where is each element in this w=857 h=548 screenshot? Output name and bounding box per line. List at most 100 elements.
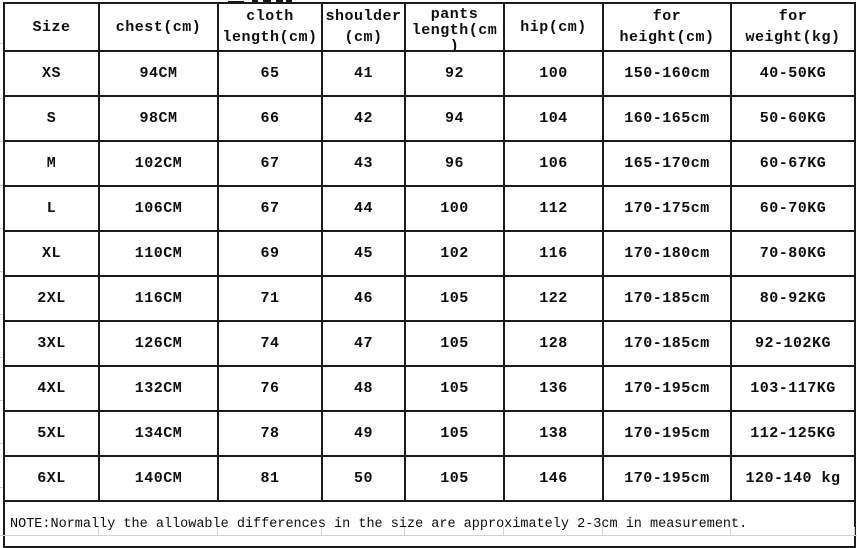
gridline [98, 527, 99, 536]
col-header-label: for [778, 8, 808, 25]
table-cell: 65 [217, 50, 323, 97]
table-cell: 4XL [3, 365, 100, 412]
table-cell: 116 [503, 230, 604, 277]
table-row: 3XL 126CM 74 47 105 128 170-185cm 92-102KG [3, 320, 856, 367]
table-cell: 126CM [98, 320, 219, 367]
table-cell: 100 [404, 185, 505, 232]
table-row: L 106CM 67 44 100 112 170-175cm 60-70KG [3, 185, 856, 232]
gridline [0, 98, 3, 99]
col-header-pants-length: pants length(cm ) [404, 2, 505, 52]
table-cell: 2XL [3, 275, 100, 322]
table-cell: 43 [321, 140, 406, 187]
table-cell: 105 [404, 365, 505, 412]
table-cell: 103-117KG [730, 365, 856, 412]
table-cell: 102 [404, 230, 505, 277]
table-cell: 106CM [98, 185, 219, 232]
gridline [0, 357, 3, 358]
table-cell: 132CM [98, 365, 219, 412]
table-cell: 150-160cm [602, 50, 732, 97]
gridline [602, 527, 603, 536]
col-header-label: pants [430, 6, 479, 23]
table-cell: 170-195cm [602, 455, 732, 502]
gridline [0, 487, 3, 488]
table-cell: 112-125KG [730, 410, 856, 457]
note-text: NOTE:Normally the allowable differences … [3, 500, 856, 548]
table-cell: 170-185cm [602, 320, 732, 367]
table-cell: 60-67KG [730, 140, 856, 187]
col-header-label: shoulder [325, 8, 402, 25]
header-row: Size chest(cm) cloth length(cm) shoulder… [3, 2, 856, 52]
table-cell: 92-102KG [730, 320, 856, 367]
table-cell: 80-92KG [730, 275, 856, 322]
table-cell: 170-185cm [602, 275, 732, 322]
gridline [321, 527, 322, 536]
gridline [503, 527, 504, 536]
gridline [0, 43, 3, 44]
gridline [0, 185, 3, 186]
col-header-label: cloth [246, 8, 294, 25]
gridline [0, 271, 3, 272]
table-cell: 98CM [98, 95, 219, 142]
col-header-cloth-length: cloth length(cm) [217, 2, 323, 52]
table-cell: 49 [321, 410, 406, 457]
table-cell: 102CM [98, 140, 219, 187]
table-cell: 160-165cm [602, 95, 732, 142]
table-cell: 50-60KG [730, 95, 856, 142]
col-header-label: weight(kg) [745, 29, 841, 46]
table-cell: 110CM [98, 230, 219, 277]
table-cell: M [3, 140, 100, 187]
col-header-label: (cm) [344, 29, 383, 46]
table-cell: 45 [321, 230, 406, 277]
col-header-for-height: for height(cm) [602, 2, 732, 52]
table-cell: 48 [321, 365, 406, 412]
col-header-label: hip(cm) [520, 18, 587, 36]
table-cell: 76 [217, 365, 323, 412]
table-cell: 78 [217, 410, 323, 457]
col-header-label: chest(cm) [115, 18, 202, 36]
col-header-shoulder: shoulder (cm) [321, 2, 406, 52]
table-cell: 128 [503, 320, 604, 367]
table-cell: 47 [321, 320, 406, 367]
table-cell: 170-195cm [602, 410, 732, 457]
col-header-size: Size [3, 2, 100, 52]
table-cell: 112 [503, 185, 604, 232]
table-cell: 74 [217, 320, 323, 367]
col-header-label: length(cm) [222, 29, 318, 46]
gridline [0, 443, 3, 444]
gridline [404, 527, 405, 536]
col-header-hip: hip(cm) [503, 2, 604, 52]
table-cell: 106 [503, 140, 604, 187]
table-cell: 96 [404, 140, 505, 187]
table-row: 6XL 140CM 81 50 105 146 170-195cm 120-140 kg [3, 455, 856, 502]
table-cell: XS [3, 50, 100, 97]
table-cell: 67 [217, 185, 323, 232]
table-cell: XL [3, 230, 100, 277]
size-table-body: XS 94CM 65 41 92 100 150-160cm 40-50KG S 98CM 66 42… [3, 50, 856, 502]
table-cell: 134CM [98, 410, 219, 457]
col-header-for-weight: for weight(kg) [730, 2, 856, 52]
table-cell: 44 [321, 185, 406, 232]
table-cell: 105 [404, 275, 505, 322]
table-cell: 170-195cm [602, 365, 732, 412]
table-cell: 92 [404, 50, 505, 97]
table-cell: 105 [404, 320, 505, 367]
table-cell: 6XL [3, 455, 100, 502]
table-row: 4XL 132CM 76 48 105 136 170-195cm 103-117KG [3, 365, 856, 412]
size-chart-table: Size chest(cm) cloth length(cm) shoulder… [3, 2, 856, 548]
table-row: 5XL 134CM 78 49 105 138 170-195cm 112-125KG [3, 410, 856, 457]
table-cell: 104 [503, 95, 604, 142]
table-cell: 3XL [3, 320, 100, 367]
gridline [0, 228, 3, 229]
table-row: 2XL 116CM 71 46 105 122 170-185cm 80-92KG [3, 275, 856, 322]
table-cell: 66 [217, 95, 323, 142]
table-cell: S [3, 95, 100, 142]
table-row: XL 110CM 69 45 102 116 170-180cm 70-80KG [3, 230, 856, 277]
gridline [217, 527, 218, 536]
table-cell: 70-80KG [730, 230, 856, 277]
table-cell: 40-50KG [730, 50, 856, 97]
gridline [854, 527, 855, 536]
table-cell: 105 [404, 410, 505, 457]
table-cell: 71 [217, 275, 323, 322]
col-header-label: length(cm [411, 22, 498, 39]
table-cell: 140CM [98, 455, 219, 502]
